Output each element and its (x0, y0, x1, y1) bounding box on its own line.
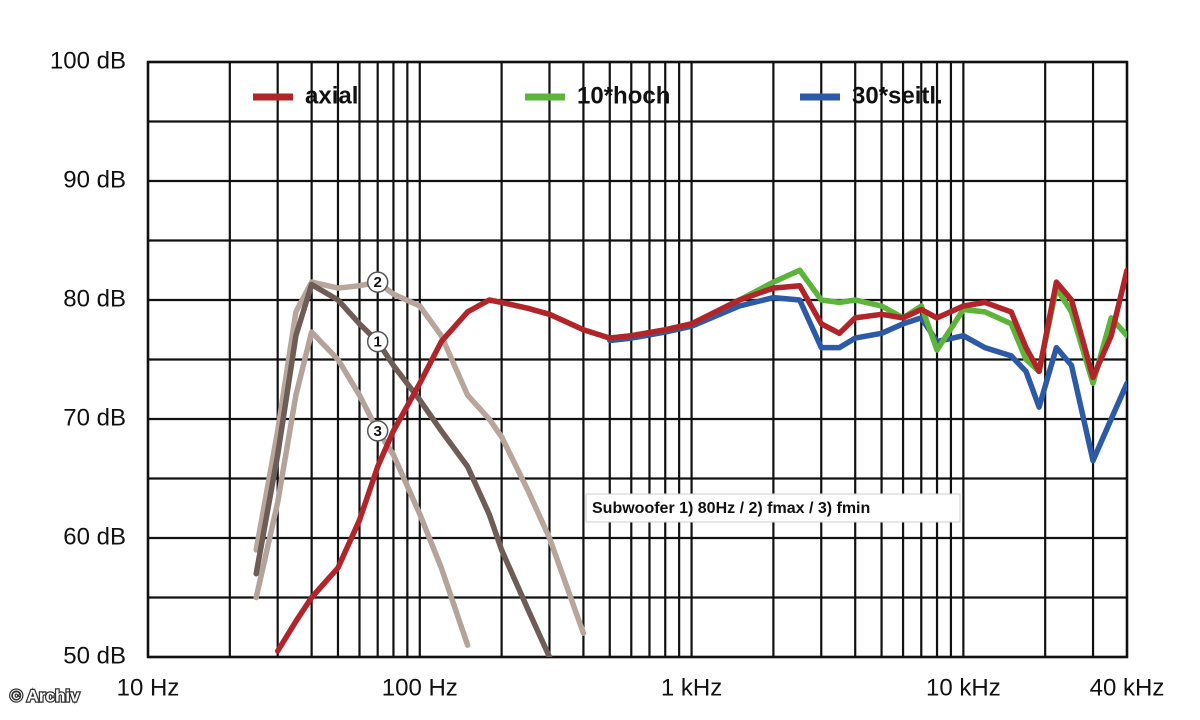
series-line (607, 294, 1127, 464)
curve-label: 2 (374, 274, 382, 291)
y-tick-label: 80 dB (63, 285, 126, 312)
y-tick-label: 60 dB (63, 523, 126, 550)
credit: © Archiv (10, 686, 80, 705)
legend-label: 30*seitl. (852, 82, 943, 109)
curve-label-badge (366, 330, 389, 353)
annotation: Subwoofer 1) 80Hz / 2) fmax / 3) fmin (592, 500, 870, 517)
y-tick-label: 90 dB (63, 166, 126, 193)
legend-label: axial (305, 82, 358, 109)
annotation-box (585, 493, 961, 523)
x-tick-label: 100 Hz (382, 674, 458, 701)
curve-label-badge (366, 420, 389, 442)
series-line (253, 279, 587, 636)
series-line (253, 329, 471, 648)
y-tick-label: 70 dB (63, 404, 126, 431)
legend-label: 10*hoch (577, 82, 670, 109)
plot-border (146, 60, 1129, 659)
series-line (274, 267, 1127, 654)
series-line (253, 281, 553, 657)
curve-label: 1 (374, 334, 382, 351)
x-tick-label: 40 kHz (1090, 674, 1165, 701)
y-tick-label: 100 dB (50, 47, 126, 74)
x-tick-label: 10 Hz (117, 674, 180, 701)
y-tick-label: 50 dB (63, 642, 126, 669)
x-tick-label: 10 kHz (926, 674, 1001, 701)
curve-label-badge (366, 271, 389, 293)
x-tick-label: 1 kHz (661, 674, 722, 701)
curve-label: 3 (374, 423, 382, 440)
